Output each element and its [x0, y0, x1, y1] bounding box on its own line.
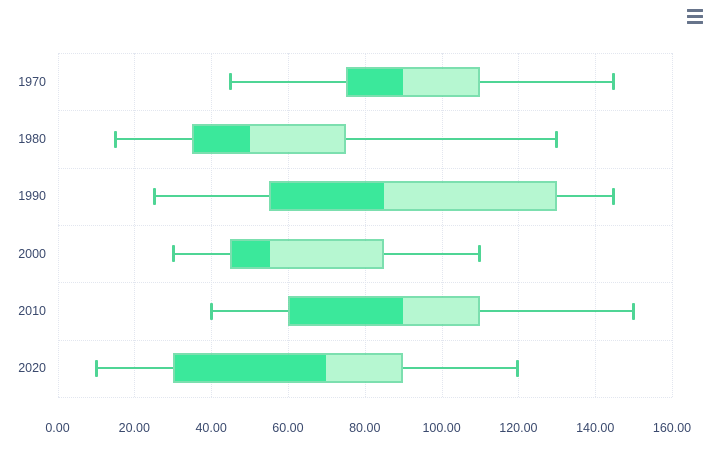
whisker-line-left — [211, 310, 288, 312]
box-upper-quartile — [250, 126, 344, 152]
box-lower-quartile — [174, 355, 326, 382]
x-tick-label: 160.00 — [652, 421, 692, 435]
whisker-cap-min — [94, 359, 98, 377]
box-upper-quartile — [384, 183, 555, 210]
x-tick-label: 60.00 — [272, 421, 304, 435]
whisker-cap-min — [114, 130, 118, 148]
whisker-line-left — [230, 80, 346, 83]
v-gridline — [672, 53, 673, 397]
whisker-cap-max — [477, 245, 481, 263]
box-lower-quartile — [232, 240, 270, 267]
box-group[interactable] — [172, 353, 404, 384]
x-tick-label: 120.00 — [499, 421, 538, 435]
whisker-cap-max — [631, 302, 635, 320]
hamburger-bar — [687, 21, 703, 24]
hamburger-bar — [687, 15, 703, 18]
box-lower-quartile — [347, 68, 404, 95]
h-gridline — [57, 282, 672, 284]
box-group[interactable] — [287, 296, 480, 326]
box-lower-quartile — [289, 298, 403, 324]
box-group[interactable] — [191, 124, 346, 154]
h-gridline — [57, 339, 672, 341]
y-axis-label: 2010 — [18, 304, 46, 318]
x-tick-label: 140.00 — [576, 421, 615, 435]
y-axis-label: 1970 — [18, 74, 46, 89]
box-group[interactable] — [345, 66, 480, 97]
x-tick-label: 100.00 — [422, 421, 461, 435]
whisker-cap-max — [612, 187, 616, 205]
h-gridline — [57, 110, 672, 112]
box-upper-quartile — [403, 68, 478, 95]
whisker-line-right — [403, 367, 519, 370]
box-lower-quartile — [270, 183, 385, 210]
box-group[interactable] — [230, 238, 384, 269]
whisker-cap-min — [210, 302, 214, 320]
whisker-cap-min — [229, 73, 233, 91]
x-tick-label: 40.00 — [195, 421, 227, 435]
whisker-line-left — [172, 252, 231, 255]
whisker-cap-min — [152, 187, 156, 205]
h-gridline — [57, 397, 672, 398]
whisker-line-right — [383, 252, 480, 255]
hamburger-bar — [687, 9, 703, 12]
box-upper-quartile — [325, 355, 402, 382]
box-upper-quartile — [402, 298, 478, 324]
h-gridline — [57, 53, 672, 54]
y-axis-label: 2020 — [18, 361, 46, 376]
x-tick-label: 0.00 — [45, 421, 70, 435]
x-tick-label: 80.00 — [349, 421, 381, 435]
whisker-line-right — [479, 310, 634, 312]
y-axis-label: 2000 — [18, 246, 46, 261]
box-lower-quartile — [193, 126, 251, 152]
whisker-line-left — [115, 138, 192, 140]
h-gridline — [57, 225, 672, 226]
whisker-cap-min — [171, 245, 175, 263]
whisker-line-right — [345, 138, 557, 140]
whisker-cap-max — [554, 130, 558, 148]
y-axis-label: 1990 — [18, 189, 46, 204]
x-tick-label: 20.00 — [118, 421, 150, 435]
whisker-cap-max — [516, 359, 520, 377]
h-gridline — [57, 167, 672, 169]
box-upper-quartile — [269, 240, 382, 267]
y-axis-label: 1980 — [18, 132, 46, 146]
whisker-line-left — [153, 195, 269, 198]
whisker-line-right — [556, 195, 615, 198]
whisker-line-right — [479, 80, 615, 83]
box-group[interactable] — [268, 181, 557, 212]
whisker-cap-max — [612, 73, 616, 91]
hamburger-menu-icon[interactable] — [686, 8, 704, 25]
whisker-line-left — [95, 367, 173, 370]
